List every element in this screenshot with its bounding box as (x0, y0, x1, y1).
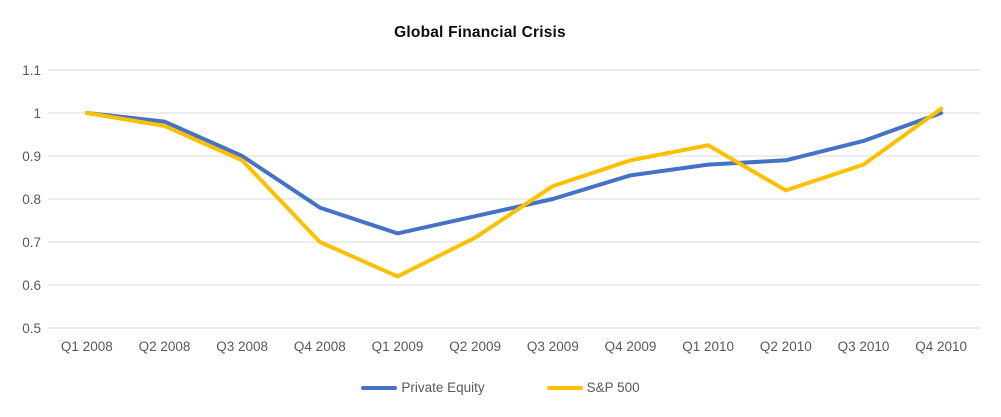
y-axis-tick-label: 0.9 (22, 149, 41, 164)
x-axis-tick-label: Q4 2010 (915, 339, 967, 354)
series-line-s-p-500 (84, 106, 944, 279)
x-axis-tick-label: Q3 2010 (838, 339, 890, 354)
legend-item-sp500: S&P 500 (546, 380, 640, 395)
y-axis-tick-label: 0.7 (22, 235, 41, 250)
y-axis-tick-label: 0.8 (22, 192, 41, 207)
legend-label: Private Equity (401, 380, 485, 395)
x-axis-tick-label: Q1 2008 (61, 339, 113, 354)
y-axis-tick-label: 0.5 (22, 321, 41, 336)
x-axis-tick-label: Q4 2008 (294, 339, 346, 354)
x-axis-tick-label: Q1 2010 (682, 339, 734, 354)
legend-line-swatch-private-equity (361, 385, 398, 390)
x-axis-tick-label: Q2 2010 (760, 339, 812, 354)
x-axis-tick-label: Q3 2008 (216, 339, 268, 354)
y-axis-tick-label: 1.1 (22, 63, 41, 78)
series-line-private-equity (84, 111, 944, 236)
legend-line-swatch-sp500 (546, 385, 583, 390)
chart-legend: Private Equity S&P 500 (0, 380, 1001, 395)
chart-title: Global Financial Crisis (394, 24, 566, 41)
y-axis-tick-label: 0.6 (22, 278, 41, 293)
legend-item-private-equity: Private Equity (361, 380, 485, 395)
y-axis-tick-label: 1 (33, 106, 41, 121)
x-axis-tick-label: Q4 2009 (605, 339, 657, 354)
x-axis-tick-label: Q1 2009 (372, 339, 424, 354)
x-axis-tick-label: Q2 2008 (139, 339, 191, 354)
legend-label: S&P 500 (586, 380, 640, 395)
x-axis-tick-label: Q2 2009 (449, 339, 501, 354)
x-axis-tick-label: Q3 2009 (527, 339, 579, 354)
